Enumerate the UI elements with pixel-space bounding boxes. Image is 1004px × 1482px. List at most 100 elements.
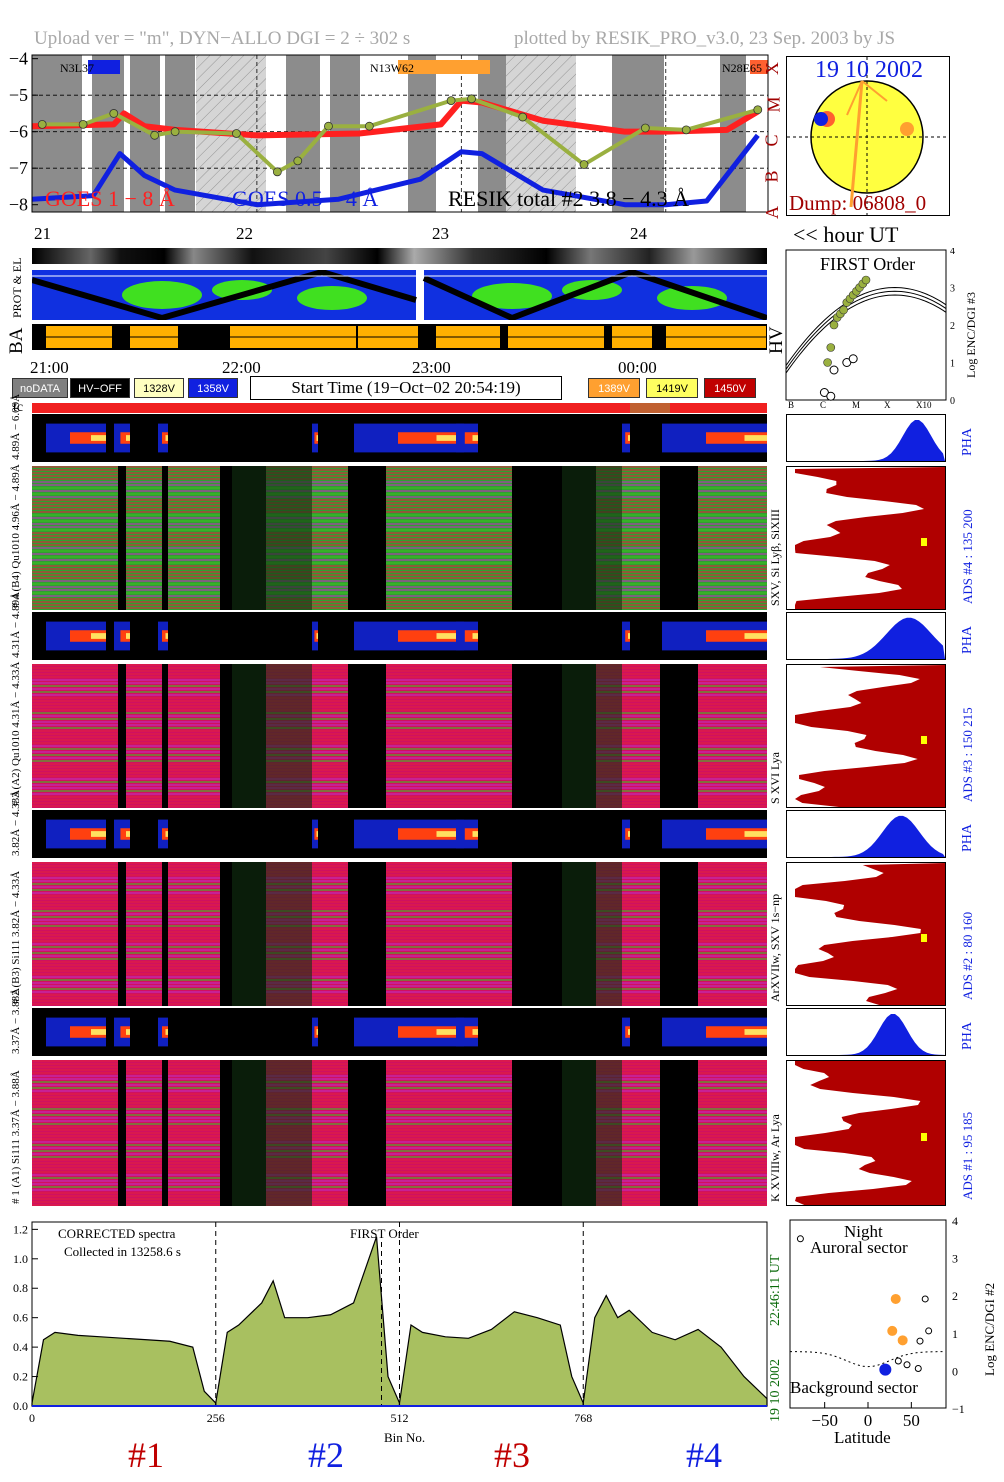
latitude-open-point [925,1327,933,1335]
ads-marker [921,736,927,744]
pha-spectrogram [32,1008,767,1056]
ba-bars [32,326,767,348]
detector-row [32,916,767,918]
ads-lines-label: ArXVIIw, SXV 1s−np [768,893,782,1002]
detector-row [32,949,767,951]
spectrogram-label: # 4 (B4) Qu1010 4.96Å − 4.89Å [10,464,22,608]
latitude-ytick: −1 [952,1402,965,1416]
ads-marker [921,538,927,546]
detector-row [32,1087,767,1089]
legend-item: 1450V [704,378,756,398]
latitude-open-point [894,1357,902,1365]
detector-row [32,472,767,474]
detector-row [32,790,767,792]
pha-spectrogram [32,810,767,858]
detector-gap [162,1060,168,1206]
detector-row [32,1192,767,1194]
latitude-blue-point [879,1363,892,1376]
detector-row [32,805,767,807]
detector-row [32,529,767,531]
detector-row [32,1105,767,1107]
detector-gap [660,1060,698,1206]
detector-row [32,586,767,588]
pha-band-peak [628,435,630,441]
detector-spectrogram [32,1060,767,1206]
detector-row [32,574,767,576]
pha-band-peak [165,1029,168,1035]
detector-row [32,490,767,492]
detector-row [32,577,767,579]
detector-row [32,1129,767,1131]
resik-point [170,127,180,137]
detector-row [32,517,767,519]
ads-lines-label: K XVIIIw, Ar Lya [768,1114,782,1202]
detector-row [32,481,767,483]
detector-row [32,898,767,900]
detector-row [32,1063,767,1065]
first-order-xtick: X10 [916,400,932,408]
first-order-xtick: B [788,400,794,408]
pha-band-peak [628,831,630,837]
detector-row [32,970,767,972]
latitude-open-point [921,1295,929,1303]
detector-row [32,724,767,726]
histogram-shape [795,467,945,609]
detector-row [32,1201,767,1203]
ads-label: ADS #3 : 150 215 [960,707,975,802]
pha-histogram [786,810,946,858]
first-order-open-point [848,354,858,364]
detector-row [32,475,767,477]
spectrum-xtick-label: 768 [574,1411,592,1425]
detector-row [32,670,767,672]
pha-band-core [706,432,767,444]
detector-row [32,688,767,690]
flux-ytick-label: −4 [9,50,28,69]
detector-row [32,1093,767,1095]
detector-row [32,919,767,921]
detector-row [32,892,767,894]
pha-band-peak [165,831,168,837]
detector-row [32,1138,767,1140]
resik-point [681,125,691,135]
spectrogram-image [32,664,767,808]
flux-series-0 [31,97,760,139]
pha-band-peak [91,633,106,639]
detector-row [32,883,767,885]
ads-label: ADS #4 : 135 200 [960,509,975,604]
active-region-label: N13W62 [370,61,414,75]
detector-row [32,544,767,546]
spectrum-ytick-label: 0.2 [13,1370,28,1384]
pha-band-core [464,1026,478,1038]
night-label: Night [844,1222,883,1241]
detector-row [32,1174,767,1176]
resik-point [467,94,476,104]
resik-point [150,130,160,140]
ads-histogram-fill [795,467,945,609]
detector-row [32,1069,767,1071]
first-order-curve [785,290,947,370]
ba-label: BA [6,327,27,354]
detector-rows [32,664,767,808]
pha-band-peak [165,633,168,639]
latitude-open-point [916,1337,924,1345]
latitude-ytick: 1 [952,1327,958,1341]
goes-class-letters: X M C B A [762,50,784,220]
pha-band-peak [472,633,478,639]
detector-row [32,877,767,879]
detector-row [32,700,767,702]
spectrogram-label: 4.31Å − 4.89Å [10,591,22,658]
resik-point [579,160,589,169]
detector-row [32,511,767,513]
detector-row [32,1198,767,1200]
detector-row [32,487,767,489]
pha-histogram [786,1008,946,1056]
pha-band-peak [744,1029,767,1035]
detector-row [32,493,767,495]
detector-row [32,484,767,486]
pha-band-peak [436,1029,464,1035]
legend-row: noDATA HV−OFF 1328V 1358V 1389V 1419V 1450V [0,378,780,400]
detector-dim [232,466,312,610]
pha-band-core [120,630,130,642]
spectrum-ytick-label: 0.0 [13,1399,28,1413]
detector-row [32,1204,767,1206]
